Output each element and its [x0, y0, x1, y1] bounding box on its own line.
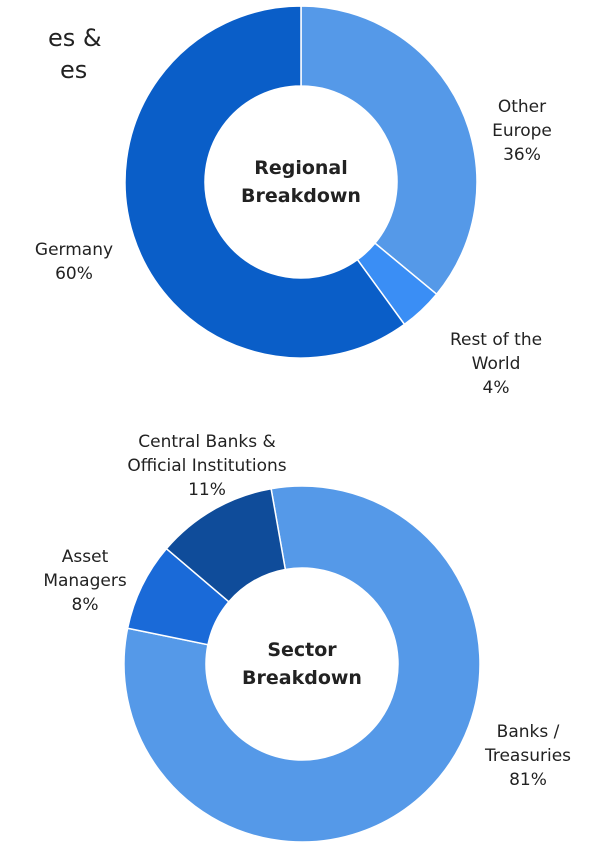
category-label: Banks / Treasuries: [484, 722, 572, 766]
slice-label: Asset Managers 8%: [40, 545, 130, 617]
category-label: Other Europe: [492, 97, 552, 141]
chart-title: Regional Breakdown: [241, 157, 361, 207]
category-label: Rest of the World: [449, 330, 543, 374]
donut-slice: [165, 487, 287, 603]
category-label: Asset Managers: [43, 547, 127, 591]
category-label: Germany: [34, 240, 114, 260]
donut-slice: [123, 485, 481, 843]
value-label: 4%: [482, 378, 510, 398]
slice-label: Central Banks & Official Institutions 11%: [107, 430, 307, 502]
value-label: 36%: [503, 145, 541, 165]
chart-title: Sector Breakdown: [242, 639, 362, 689]
value-label: 81%: [509, 770, 547, 790]
category-label: Central Banks & Official Institutions: [127, 432, 287, 476]
slice-label: Rest of the World 4%: [436, 328, 556, 400]
slice-label: Banks / Treasuries 81%: [478, 720, 578, 792]
cropped-text: es &: [48, 24, 102, 52]
slice-label: Other Europe 36%: [472, 95, 572, 167]
donut-slice: [300, 5, 478, 296]
value-label: 11%: [188, 480, 226, 500]
slice-label: Germany 60%: [19, 238, 129, 286]
value-label: 8%: [71, 595, 99, 615]
value-label: 60%: [55, 264, 93, 284]
donut-slice: [124, 5, 406, 359]
cropped-text: es: [60, 56, 88, 84]
